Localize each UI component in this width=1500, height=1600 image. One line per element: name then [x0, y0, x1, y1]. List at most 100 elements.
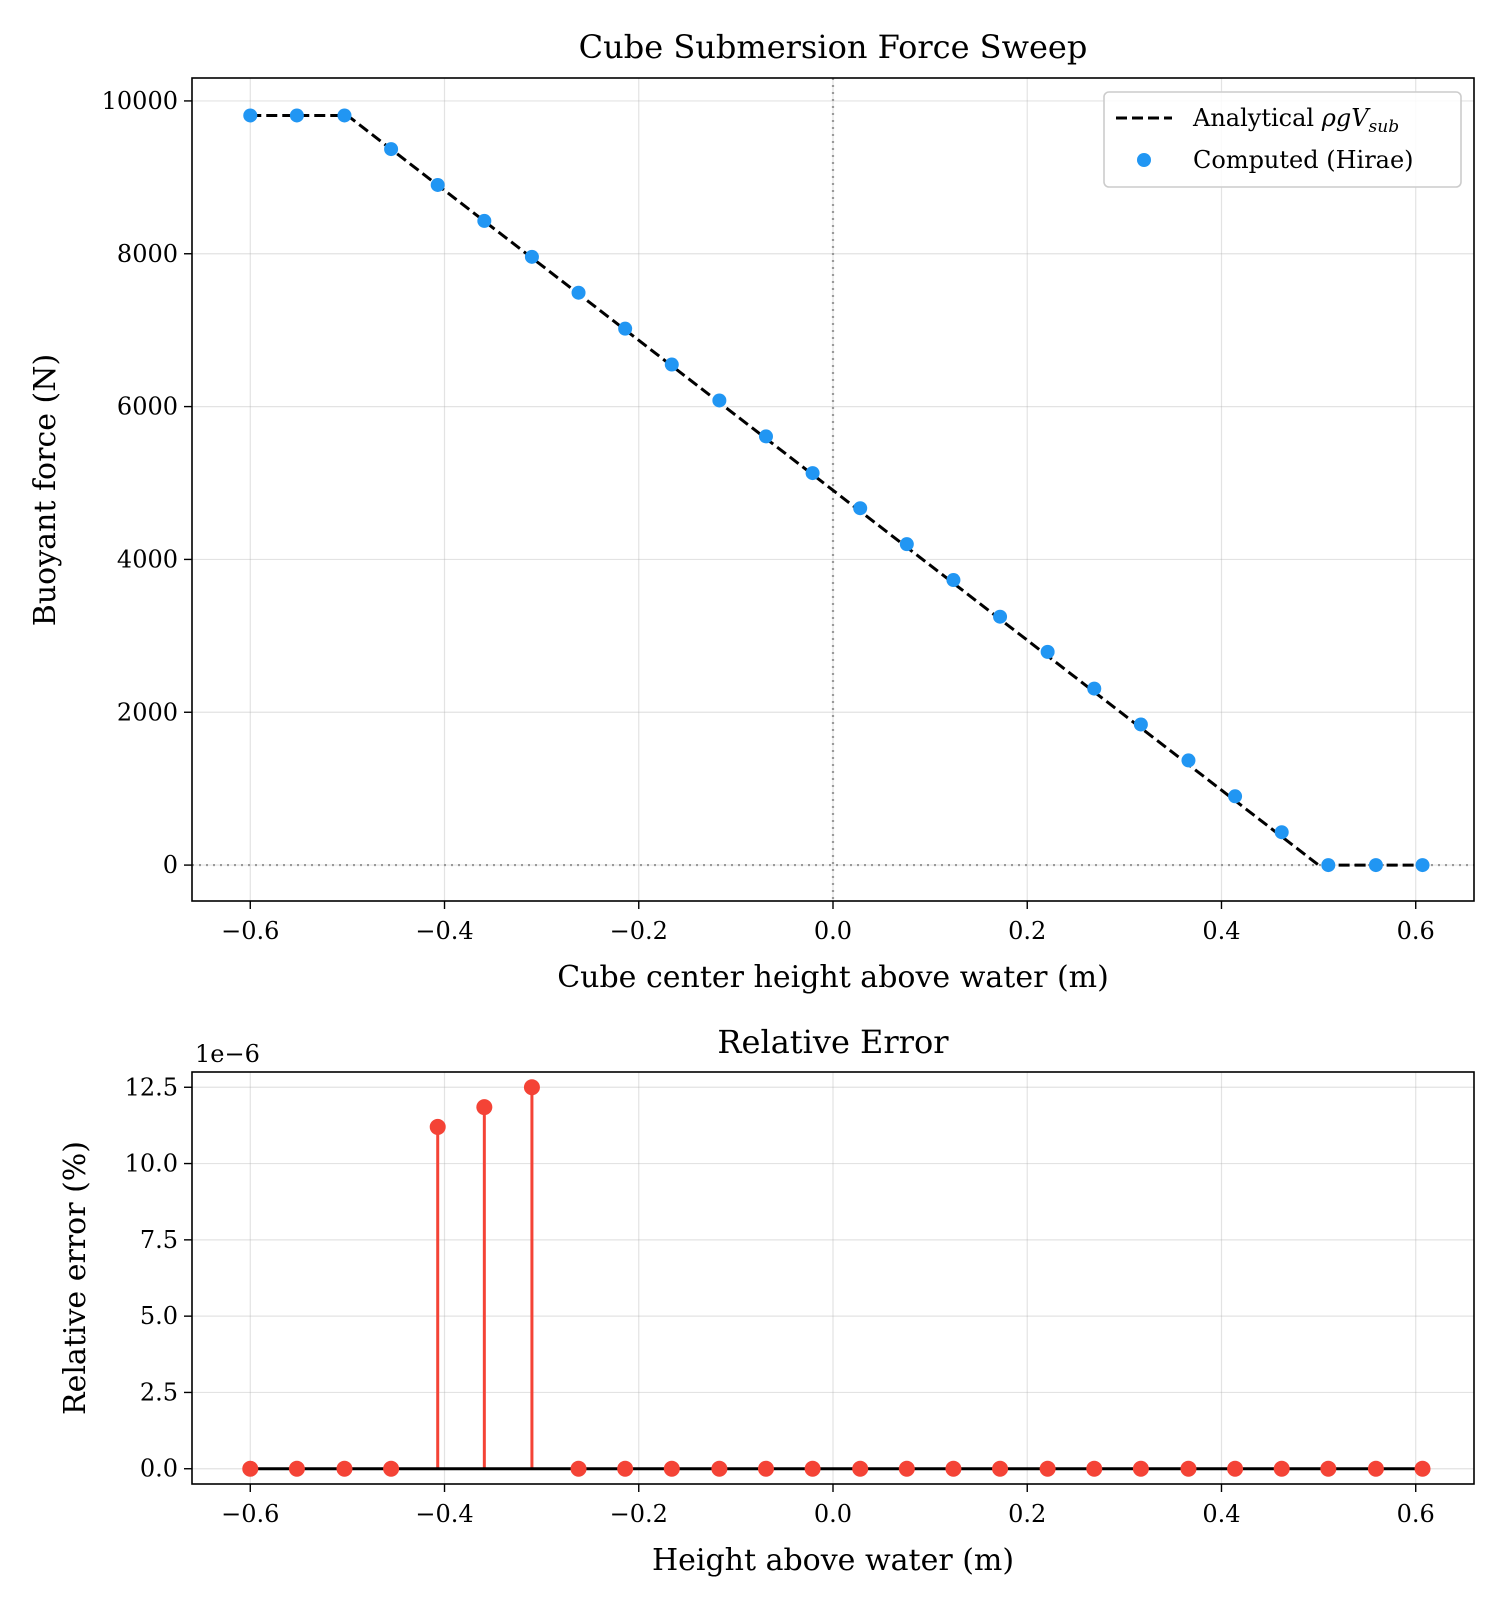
- stem-marker: [804, 1460, 821, 1477]
- force-sweep-x-tick-label: 0.0: [814, 917, 852, 945]
- relative-error-y-tick-label: 12.5: [125, 1073, 178, 1101]
- stem-marker: [1132, 1460, 1149, 1477]
- stem-marker: [429, 1118, 446, 1135]
- computed-data-point: [1181, 753, 1196, 768]
- relative-error-x-ticks: −0.6 −0.4 −0.2 0.0 0.2 0.4 0.6: [221, 1484, 1435, 1528]
- computed-data-point: [993, 609, 1008, 624]
- force-sweep-grid: [192, 78, 1474, 901]
- stem-marker: [992, 1460, 1009, 1477]
- stem-marker: [898, 1460, 915, 1477]
- computed-data-point: [289, 108, 304, 123]
- stem-marker: [476, 1099, 493, 1116]
- stem-marker: [288, 1460, 305, 1477]
- force-sweep-x-ticks: −0.6 −0.4 −0.2 0.0 0.2 0.4 0.6: [221, 901, 1435, 945]
- relative-error-series: [242, 1079, 1431, 1477]
- stem-marker: [1180, 1460, 1197, 1477]
- force-sweep-x-tick-label: 0.2: [1008, 917, 1046, 945]
- relative-error-y-tick-label: 2.5: [140, 1378, 178, 1406]
- computed-data-point: [477, 213, 492, 228]
- force-sweep-y-ticks: 0 2000 4000 6000 8000 10000: [102, 87, 192, 879]
- stem-marker: [1414, 1460, 1431, 1477]
- relative-error-panel: Relative Error 1e−6 −0.6 −0.4 −0.2 0.0 0.2 0.…: [58, 1023, 1475, 1578]
- computed-data-point: [1228, 789, 1243, 804]
- legend-analytical-math: ρgV: [1321, 104, 1371, 132]
- relative-error-y-ticks: 0.0 2.5 5.0 7.5 10.0 12.5: [125, 1073, 192, 1483]
- legend-analytical-prefix: Analytical: [1192, 104, 1322, 132]
- relative-error-x-axis-label: Height above water (m): [652, 1543, 1014, 1578]
- relative-error-x-tick-label: −0.2: [610, 1500, 668, 1528]
- legend-entry-computed: Computed (Hirae): [1193, 146, 1414, 174]
- relative-error-x-tick-label: 0.6: [1397, 1500, 1435, 1528]
- legend-entry-analytical: Analytical ρgVsub: [1192, 104, 1399, 137]
- computed-data-point: [758, 429, 773, 444]
- stem-marker: [617, 1460, 634, 1477]
- stem-marker: [1273, 1460, 1290, 1477]
- stem-marker: [383, 1460, 400, 1477]
- legend-box: [1103, 91, 1462, 188]
- relative-error-x-tick-label: −0.6: [221, 1500, 279, 1528]
- force-sweep-series: [243, 108, 1430, 873]
- computed-data-point: [1087, 681, 1102, 696]
- force-sweep-x-tick-label: −0.4: [415, 917, 473, 945]
- stem-marker: [1227, 1460, 1244, 1477]
- relative-error-x-tick-label: −0.4: [415, 1500, 473, 1528]
- relative-error-x-tick-label: 0.0: [814, 1500, 852, 1528]
- computed-data-point: [524, 249, 539, 264]
- relative-error-y-tick-label: 10.0: [125, 1150, 178, 1178]
- force-sweep-y-tick-label: 8000: [117, 240, 178, 268]
- relative-error-y-tick-label: 7.5: [140, 1226, 178, 1254]
- force-sweep-x-axis-label: Cube center height above water (m): [557, 960, 1109, 995]
- computed-data-point: [1368, 858, 1383, 873]
- relative-error-y-tick-label: 5.0: [140, 1302, 178, 1330]
- relative-error-y-axis-label: Relative error (%): [58, 1141, 93, 1415]
- stem-marker: [945, 1460, 962, 1477]
- force-sweep-legend: Analytical ρgVsub Computed (Hirae): [1103, 91, 1462, 188]
- stem-marker: [757, 1460, 774, 1477]
- force-sweep-x-tick-label: 0.6: [1397, 917, 1435, 945]
- computed-data-point: [337, 108, 352, 123]
- relative-error-x-tick-label: 0.4: [1202, 1500, 1240, 1528]
- force-sweep-y-tick-label: 2000: [117, 698, 178, 726]
- stem-marker: [1039, 1460, 1056, 1477]
- stem-marker: [1086, 1460, 1103, 1477]
- computed-data-point: [1415, 858, 1430, 873]
- computed-data-point: [243, 108, 258, 123]
- computed-data-point: [805, 466, 820, 481]
- relative-error-y-tick-label: 0.0: [140, 1455, 178, 1483]
- computed-data-point: [430, 177, 445, 192]
- legend-analytical-subscript: sub: [1369, 117, 1400, 137]
- stem-marker: [523, 1079, 540, 1096]
- stem-marker: [242, 1460, 259, 1477]
- force-sweep-y-axis-label: Buoyant force (N): [28, 354, 63, 626]
- computed-data-point: [1274, 825, 1289, 840]
- force-sweep-y-tick-label: 10000: [102, 87, 178, 115]
- computed-data-point: [946, 573, 961, 588]
- force-sweep-x-tick-label: 0.4: [1202, 917, 1240, 945]
- stem-marker: [570, 1460, 587, 1477]
- stem-marker: [336, 1460, 353, 1477]
- relative-error-offset-text: 1e−6: [195, 1040, 260, 1068]
- computed-data-point: [618, 321, 633, 336]
- force-sweep-x-tick-label: −0.2: [610, 917, 668, 945]
- force-sweep-y-tick-label: 4000: [117, 545, 178, 573]
- computed-data-point: [853, 501, 868, 516]
- force-sweep-panel: Cube Submersion Force Sweep −0.6 −0.4 −0.2…: [28, 28, 1475, 995]
- computed-data-point: [1133, 717, 1148, 732]
- computed-data-point: [384, 142, 399, 157]
- stem-marker: [663, 1460, 680, 1477]
- force-sweep-title: Cube Submersion Force Sweep: [579, 28, 1088, 66]
- legend-marker-swatch: [1137, 153, 1151, 167]
- computed-data-point: [664, 357, 679, 372]
- force-sweep-x-tick-label: −0.6: [221, 917, 279, 945]
- computed-data-point: [1321, 858, 1336, 873]
- force-sweep-y-tick-label: 6000: [117, 393, 178, 421]
- stem-marker: [852, 1460, 869, 1477]
- force-sweep-y-tick-label: 0: [163, 851, 178, 879]
- relative-error-x-tick-label: 0.2: [1008, 1500, 1046, 1528]
- stem-marker: [1367, 1460, 1384, 1477]
- computed-data-point: [1040, 644, 1055, 659]
- relative-error-title: Relative Error: [717, 1023, 949, 1061]
- stem-marker: [1320, 1460, 1337, 1477]
